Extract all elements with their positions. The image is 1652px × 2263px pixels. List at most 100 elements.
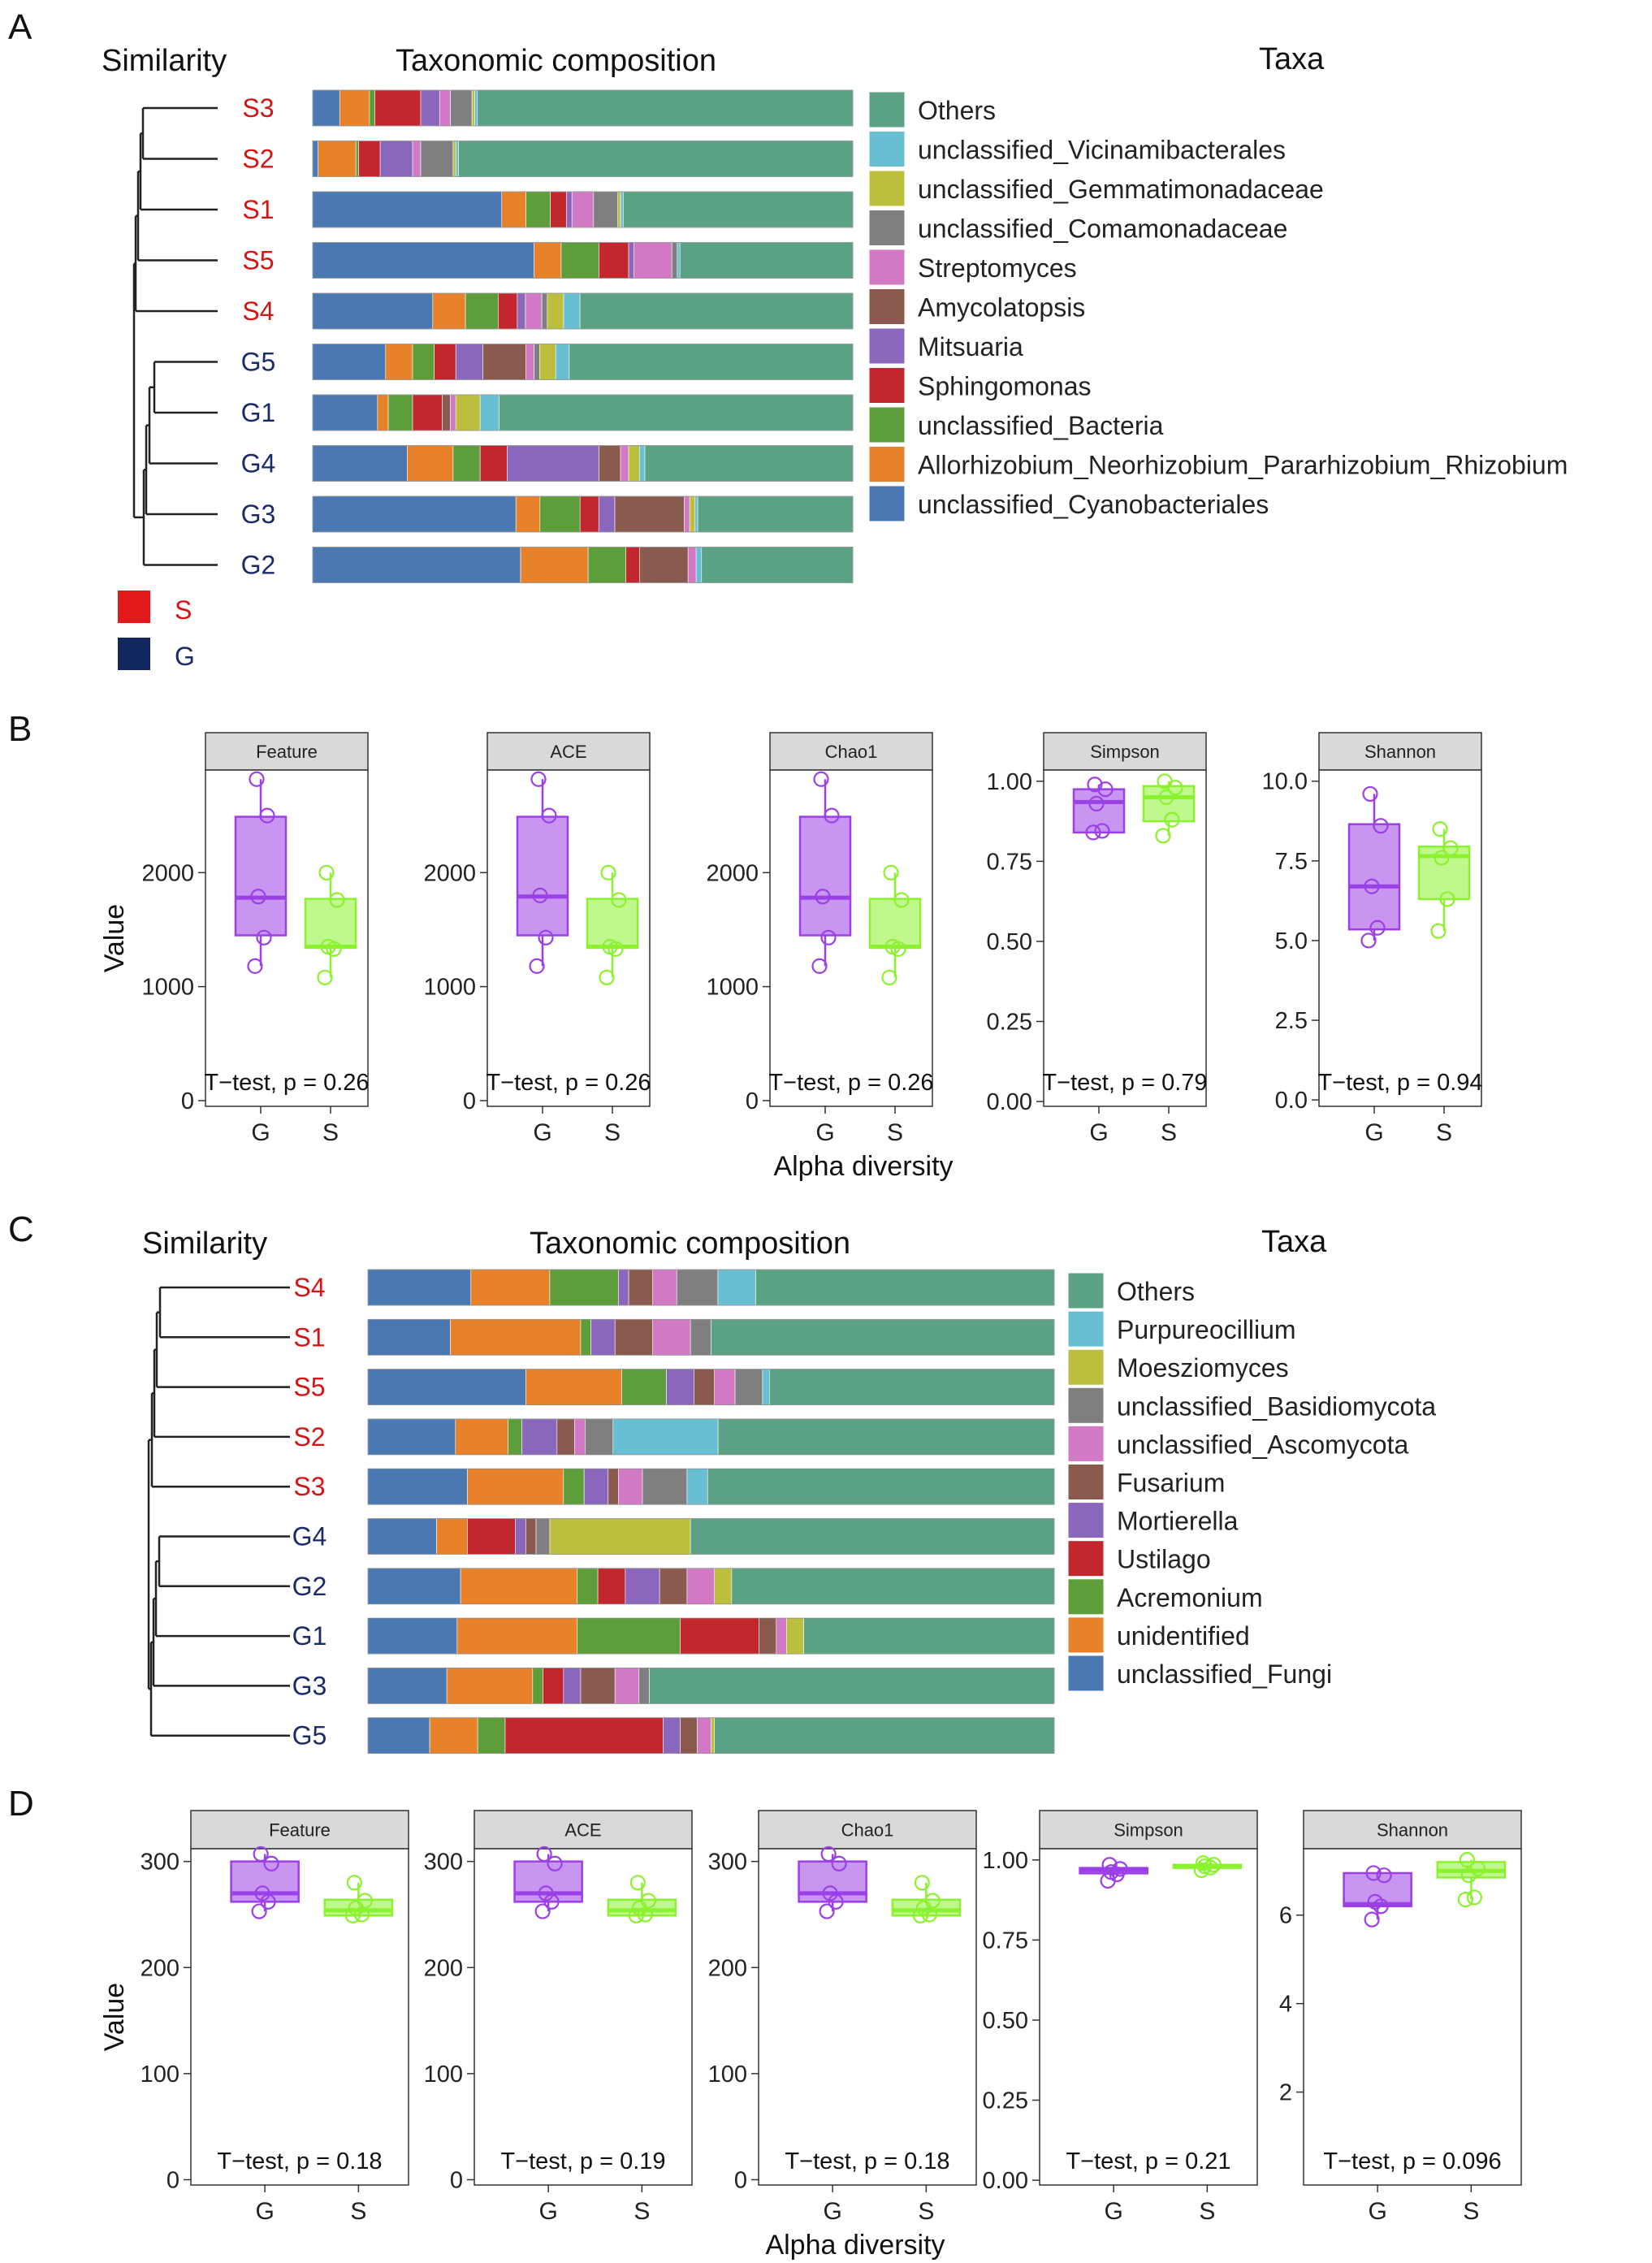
box-s	[304, 898, 357, 950]
bar-segment-s1-9	[620, 191, 624, 228]
y-tick-label: 0	[746, 1088, 759, 1114]
data-point-g	[1373, 818, 1389, 834]
data-point-g	[256, 929, 272, 945]
legend-swatch-3	[868, 210, 906, 246]
data-point-g	[260, 1893, 276, 1910]
bar-segment-s3-6	[439, 89, 451, 127]
data-point-g	[253, 1845, 269, 1863]
y-tick-label: 1.00	[987, 769, 1032, 795]
facet-feature: Feature 0 100 200 300 G S T−test, p = 0.18	[141, 1810, 409, 2225]
data-point-s	[1195, 1855, 1211, 1871]
facet-title: Feature	[256, 742, 318, 762]
data-point-g	[534, 1903, 551, 1919]
data-point-s	[357, 1893, 373, 1909]
y-tick-label: 0.50	[987, 929, 1032, 955]
bar-segment-s2-2	[355, 141, 359, 177]
bar-segment-g5-1	[385, 344, 413, 380]
bar-segment-s1-1	[501, 191, 526, 228]
data-point-g	[1360, 932, 1377, 949]
bar-segment-g2-0	[367, 1568, 461, 1605]
bar-segment-s4-1	[470, 1269, 551, 1306]
legend-label-9: unidentified	[1117, 1621, 1250, 1651]
bar-outline-g2	[367, 1568, 1055, 1605]
legend-label-7: Ustilago	[1117, 1545, 1211, 1574]
data-point-s	[1442, 840, 1459, 856]
panel-c-taxa-title: Taxa	[1261, 1225, 1327, 1259]
bar-segment-s3-4	[583, 1468, 609, 1505]
data-point-s	[628, 1907, 644, 1923]
bar-segment-s2-9	[612, 1418, 719, 1456]
legend-label-5: Amycolatopsis	[918, 293, 1085, 322]
sample-label-s4: S4	[293, 1273, 325, 1302]
y-tick-label: 300	[708, 1850, 747, 1876]
panel-a-similarity-title: Similarity	[102, 44, 227, 78]
bar-outline-s3	[312, 89, 854, 127]
y-tick-label: 1.00	[983, 1848, 1028, 1874]
sample-label-g4: G4	[292, 1522, 327, 1551]
x-tick-label-s: S	[634, 2198, 650, 2225]
panel-c-sample-labels: S4 S1 S5 S2 S3 G4 G2 G1 G3 G5	[292, 1273, 327, 1750]
bar-outline-s4	[367, 1269, 1055, 1306]
legend-swatch-7	[868, 367, 906, 404]
bar-segment-s1-10	[711, 1319, 1055, 1356]
data-point-s	[320, 938, 336, 955]
bar-segment-g2-4	[625, 1568, 660, 1605]
bar-segment-g4-5	[525, 1518, 537, 1555]
sample-label-g4: G4	[241, 449, 276, 478]
panel-b-boxplots: Feature 0 1000 2000 G S T−test, p = 0.26 ACE 0 10…	[99, 732, 1483, 1182]
data-point-g	[530, 771, 547, 787]
data-point-s	[912, 1907, 928, 1923]
bar-segment-s3-2	[563, 1468, 585, 1505]
data-point-s	[884, 938, 901, 955]
x-tick-label-g: G	[1368, 2198, 1386, 2225]
legend-label-9: Allorhizobium_Neorhizobium_Pararhizobium…	[918, 451, 1568, 480]
legend-label-2: Moesziomyces	[1117, 1353, 1289, 1382]
data-point-g	[811, 958, 828, 974]
bar-segment-s3-10	[477, 89, 854, 127]
bar-segment-g2-3	[625, 547, 640, 583]
x-tick-label-g: G	[538, 2198, 557, 2225]
facet-annotation: T−test, p = 0.79	[1042, 1070, 1207, 1096]
x-tick-label-s: S	[1463, 2198, 1479, 2225]
legend-swatch-1	[868, 131, 906, 167]
data-point-g	[529, 958, 545, 974]
bar-segment-g5-8	[538, 344, 556, 380]
facet-feature: Feature 0 1000 2000 G S T−test, p = 0.26	[141, 732, 370, 1146]
bar-segment-s5-2	[560, 242, 599, 279]
legend-swatch-7	[1067, 1540, 1105, 1577]
bar-segment-s1-1	[450, 1319, 582, 1356]
sample-label-s3: S3	[293, 1472, 325, 1501]
y-tick-label: 0.25	[983, 2088, 1028, 2114]
bar-segment-s4-6	[525, 292, 543, 330]
data-point-g	[1112, 1861, 1128, 1877]
legend-label-7: Sphingomonas	[918, 372, 1091, 401]
facet-panel	[1318, 769, 1482, 1107]
box-g	[798, 816, 852, 937]
y-tick-label: 2.5	[1275, 1008, 1308, 1034]
x-tick-label-s: S	[604, 1119, 621, 1146]
bar-segment-g4-10	[644, 445, 854, 482]
legend-swatch-8	[868, 406, 906, 444]
panel-b-letter: B	[8, 709, 32, 749]
facet-annotation: T−test, p = 0.19	[500, 2148, 665, 2174]
x-tick-label-s: S	[1436, 1119, 1452, 1146]
bar-segment-g5-0	[312, 344, 387, 380]
bar-segment-g4-1	[436, 1518, 468, 1555]
y-tick-label: 0	[166, 2167, 179, 2193]
y-tick-label: 0.75	[987, 849, 1032, 875]
bar-segment-s3-4	[420, 89, 440, 127]
x-tick-label-s: S	[322, 1119, 339, 1146]
facet-annotation: T−test, p = 0.096	[1323, 2148, 1501, 2174]
x-tick-label-s: S	[918, 2198, 934, 2225]
data-point-g	[254, 1885, 270, 1902]
bar-segment-s2-7	[420, 141, 454, 177]
bar-segment-g1-8	[455, 394, 481, 431]
bar-segment-s3-5	[608, 1468, 619, 1505]
bar-segment-s5-3	[599, 242, 629, 279]
bar-segment-g4-1	[407, 445, 454, 482]
panel-c-composition-title: Taxonomic composition	[530, 1227, 850, 1261]
bar-segment-s2-3	[358, 141, 381, 177]
sample-label-g5: G5	[241, 348, 276, 377]
facet-chao1: Chao1 0 1000 2000 G S T−test, p = 0.26	[706, 732, 934, 1146]
bar-segment-g1-3	[412, 394, 443, 431]
